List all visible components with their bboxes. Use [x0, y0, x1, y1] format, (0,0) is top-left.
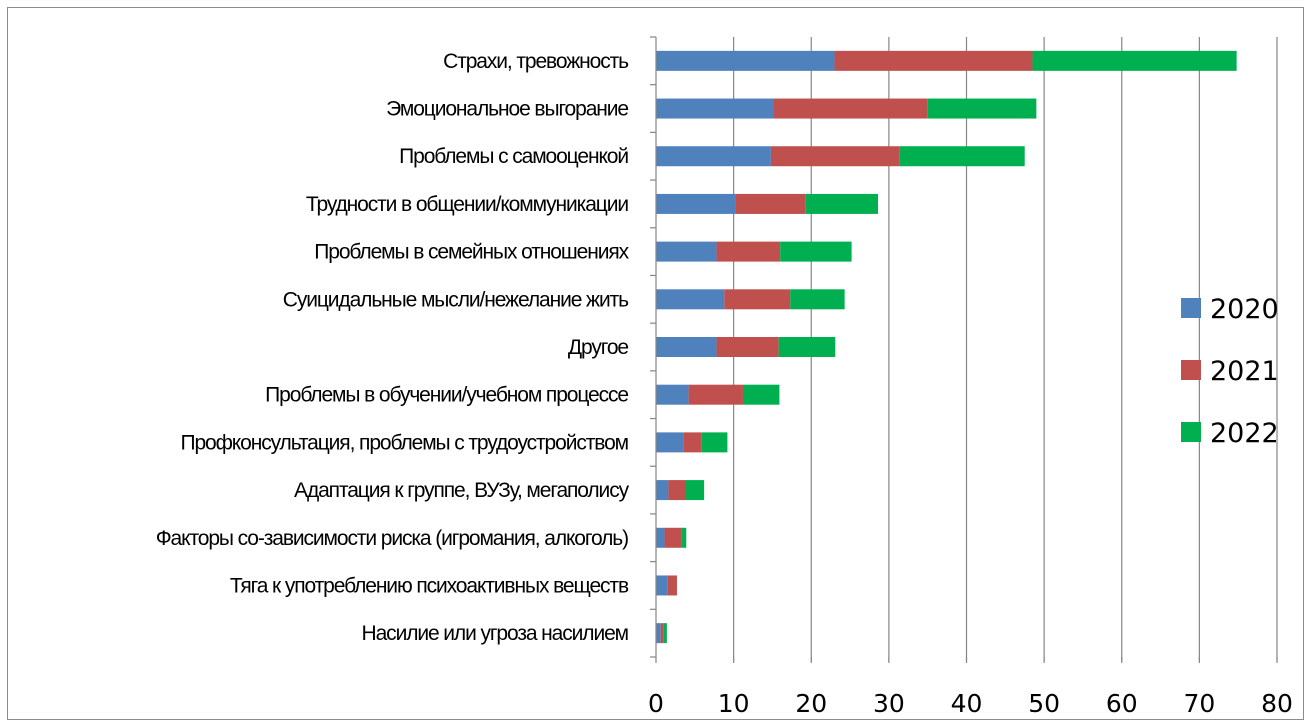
bar-segment-2022: [685, 480, 705, 501]
bar-segment-2021: [834, 50, 1033, 71]
bar-segment-2022: [742, 384, 780, 405]
x-tick-label: 10: [718, 689, 750, 718]
bar-segment-2021: [688, 384, 743, 405]
category-label: Проблемы в обучении/учебном процессе: [265, 384, 628, 407]
legend-swatch-2020: [1181, 298, 1201, 318]
bar-segment-2021: [716, 241, 781, 262]
category-label: Профконсультация, проблемы с трудоустрой…: [180, 431, 628, 454]
bar-segment-2022: [780, 241, 852, 262]
bar-segment-2022: [899, 146, 1025, 167]
category-label: Факторы со-зависимости риска (игромания,…: [156, 527, 628, 550]
category-label: Насилие или угроза насилием: [362, 622, 628, 645]
bar-segment-2022: [663, 623, 667, 644]
bar-segment-2021: [683, 432, 702, 453]
category-label: Проблемы в семейных отношениях: [314, 241, 629, 264]
x-tick-label: 30: [873, 689, 905, 718]
x-tick-label: 70: [1183, 689, 1215, 718]
legend-swatch-2021: [1181, 360, 1201, 380]
bar-segment-2021: [724, 289, 791, 310]
bar-segment-2020: [656, 575, 668, 596]
x-tick-label: 20: [795, 689, 827, 718]
bar-segment-2021: [667, 575, 677, 596]
bar-segment-2020: [656, 337, 717, 357]
bar-segment-2020: [656, 146, 771, 167]
category-label: Тяга к употреблению психоактивных вещест…: [230, 574, 629, 597]
bar-segment-2020: [656, 98, 774, 119]
bar-segment-2022: [927, 98, 1037, 119]
bar-segment-2021: [660, 623, 664, 644]
bar-segment-2020: [656, 193, 736, 214]
category-label: Трудности в общении/коммуникации: [306, 193, 628, 216]
x-tick-label: 40: [951, 689, 983, 718]
category-label: Суицидальные мысли/нежелание жить: [283, 288, 629, 311]
legend-label-2022: 2022: [1210, 418, 1279, 449]
category-axis: [650, 36, 1278, 663]
bar-segment-2022: [790, 289, 845, 310]
gridlines: [733, 37, 1278, 661]
bar-segment-2020: [656, 289, 725, 310]
legend: 2020 2021 2022: [1181, 294, 1279, 449]
bar-segment-2020: [656, 384, 689, 405]
category-label: Проблемы с самооценкой: [399, 145, 628, 168]
x-tick-label: 50: [1028, 689, 1060, 718]
bar-segment-2022: [701, 432, 728, 453]
bar-segment-2021: [773, 98, 928, 119]
category-label: Страхи, тревожность: [443, 50, 629, 73]
category-label: Эмоциональное выгорание: [386, 98, 628, 121]
bar-segment-2020: [656, 480, 669, 501]
x-axis-tick-labels: 0 10 20 30 40 50 60 70 80: [648, 689, 1293, 718]
bar-segment-2021: [664, 527, 682, 548]
bar-segment-2020: [656, 50, 835, 71]
category-label: Другое: [568, 336, 629, 359]
x-tick-label: 0: [648, 689, 664, 718]
bar-segment-2020: [656, 241, 717, 262]
bar-segment-2020: [656, 623, 661, 644]
x-tick-label: 60: [1106, 689, 1138, 718]
category-label: Адаптация к группе, ВУЗу, мегаполису: [294, 479, 630, 502]
bar-segment-2021: [716, 337, 779, 357]
bar-segment-2022: [778, 337, 836, 357]
bar-segment-2020: [656, 527, 665, 548]
bar-segment-2021: [735, 193, 806, 214]
category-labels: Страхи, тревожность Эмоциональное выгоран…: [156, 50, 631, 645]
bar-segment-2022: [681, 527, 687, 548]
bar-segment-2021: [668, 480, 686, 501]
bar-segment-2021: [770, 146, 900, 167]
x-tick-label: 80: [1261, 689, 1293, 718]
legend-label-2021: 2021: [1210, 356, 1279, 387]
bar-segment-2022: [1032, 50, 1237, 71]
bar-segment-2022: [805, 193, 879, 214]
bar-segment-2020: [656, 432, 684, 453]
bars: [656, 50, 1237, 644]
legend-label-2020: 2020: [1210, 294, 1279, 325]
legend-swatch-2022: [1181, 422, 1201, 442]
